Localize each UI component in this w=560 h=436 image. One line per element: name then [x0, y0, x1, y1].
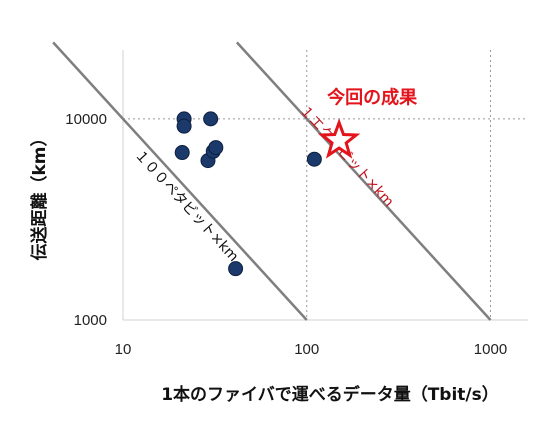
y-axis-title: 伝送距離（km）	[29, 129, 50, 260]
result-annotation: 今回の成果	[327, 87, 418, 109]
result-star-marker	[317, 118, 361, 159]
y-tick-label: 1000	[74, 312, 107, 329]
grid-lines	[123, 50, 528, 320]
data-points	[174, 111, 361, 277]
x-tick-label: 10	[115, 341, 132, 358]
data-point	[208, 140, 224, 156]
x-tick-label: 1000	[474, 341, 507, 358]
reference-lines: １００ペタビット×km １エクサビット×km	[52, 41, 492, 321]
plot-frame	[122, 50, 528, 321]
x-tick-label: 100	[294, 341, 319, 358]
data-point	[174, 145, 190, 161]
reference-line-label: １００ペタビット×km	[131, 147, 241, 265]
reference-line	[52, 41, 308, 321]
y-tick-labels: 1000 10000	[65, 111, 107, 329]
data-point	[306, 151, 322, 167]
x-axis-title: 1本のファイバで運べるデータ量（Tbit/s）	[161, 384, 499, 405]
annotations: 今回の成果	[327, 87, 418, 109]
y-tick-label: 10000	[65, 111, 107, 128]
data-point	[228, 261, 244, 277]
data-point	[203, 111, 219, 127]
data-point	[176, 118, 192, 134]
reference-line	[235, 41, 492, 321]
x-tick-labels: 10 100 1000	[115, 341, 508, 358]
